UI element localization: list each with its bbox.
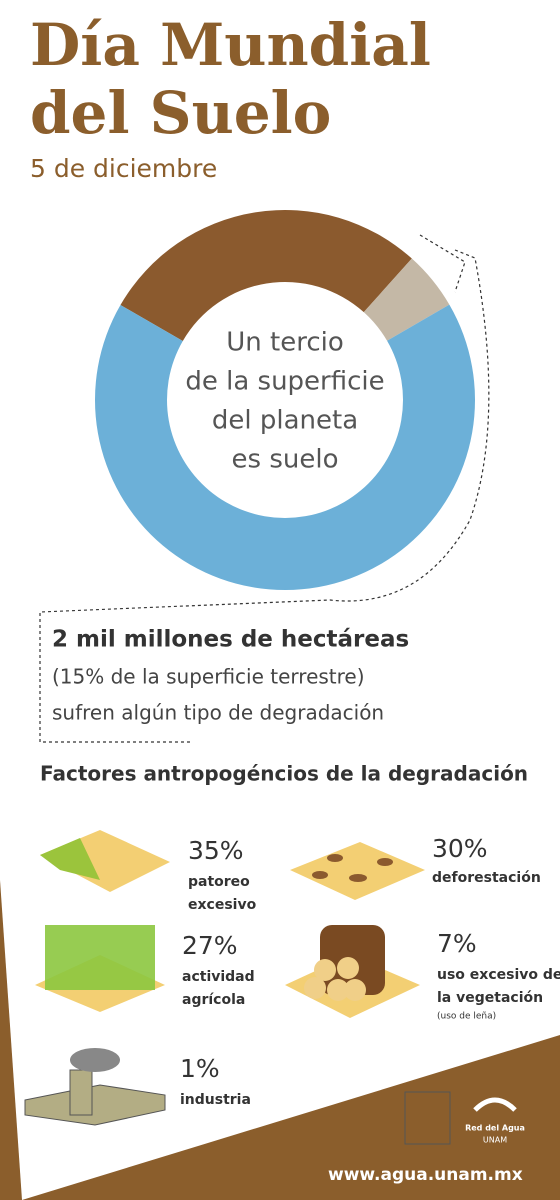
donut-segment <box>94 304 476 590</box>
date: 5 de diciembre <box>30 154 217 183</box>
callout-line-text: sufren algún tipo de degradación <box>52 701 384 725</box>
logo-text: Red del Agua <box>465 1124 525 1133</box>
donut-center-text: es suelo <box>232 445 339 475</box>
factor-percent: 7% <box>437 929 477 958</box>
bg-wedge <box>22 1035 560 1200</box>
callout-line <box>39 234 490 743</box>
factor-percent: 27% <box>182 931 238 960</box>
factor-label: agrícola <box>182 992 245 1008</box>
bg-strip <box>0 880 22 1200</box>
donut-center-text: del planeta <box>212 406 358 436</box>
factor-percent: 30% <box>432 834 488 863</box>
deforestation-icon <box>290 842 425 900</box>
red-agua-logo <box>473 1097 517 1112</box>
title: del Suelo <box>30 79 331 147</box>
factor-note: (uso de leña) <box>437 1012 496 1022</box>
logo-text: UNAM <box>483 1136 507 1145</box>
factor-label: excesivo <box>188 897 257 913</box>
footer-url: www.agua.unam.mx <box>328 1165 523 1185</box>
callout-headline: 2 mil millones de hectáreas <box>52 627 409 653</box>
industry-icon <box>24 1048 166 1126</box>
donut <box>94 209 476 590</box>
factor-label: patoreo <box>188 874 250 890</box>
unam-logo <box>404 1091 451 1145</box>
title: Día Mundial <box>30 11 431 79</box>
factor-label: deforestación <box>432 870 541 886</box>
donut-center-text: de la superficie <box>185 367 384 397</box>
donut-segment <box>363 258 450 341</box>
factor-label: la vegetación <box>437 990 543 1006</box>
donut-center-text: Un tercio <box>226 328 344 358</box>
factor-percent: 1% <box>180 1054 220 1083</box>
factor-percent: 35% <box>188 836 244 865</box>
factor-label: actividad <box>182 969 255 985</box>
factor-label: uso excesivo de <box>437 967 560 983</box>
factor-label: industria <box>180 1092 251 1108</box>
wood-icon <box>285 925 420 1018</box>
agriculture-icon <box>35 925 165 1012</box>
donut-segment <box>120 209 412 341</box>
factors-title: Factores antropogéncios de la degradació… <box>40 762 528 786</box>
grazing-icon <box>40 830 170 892</box>
callout-line-text: (15% de la superficie terrestre) <box>52 665 365 689</box>
